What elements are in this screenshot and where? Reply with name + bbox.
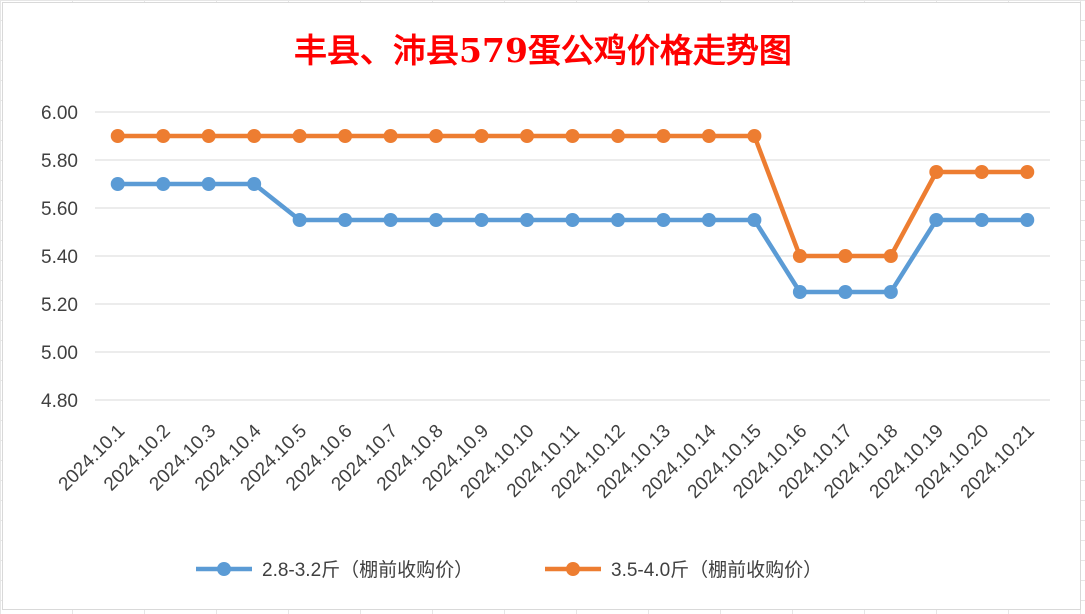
data-point[interactable] bbox=[838, 249, 853, 263]
series-line bbox=[115, 181, 1030, 295]
series-lines bbox=[110, 129, 1035, 299]
data-point[interactable] bbox=[201, 177, 216, 191]
data-point[interactable] bbox=[201, 129, 216, 143]
data-point[interactable] bbox=[656, 213, 671, 227]
data-point[interactable] bbox=[292, 129, 307, 143]
data-point[interactable] bbox=[1020, 165, 1035, 179]
y-tick-label: 5.80 bbox=[41, 151, 78, 172]
data-point[interactable] bbox=[520, 129, 535, 143]
legend-label: 3.5-4.0斤（棚前收购价） bbox=[611, 559, 822, 581]
data-point[interactable] bbox=[429, 213, 444, 227]
data-point[interactable] bbox=[883, 249, 898, 263]
data-point[interactable] bbox=[520, 213, 535, 227]
legend: 2.8-3.2斤（棚前收购价） 3.5-4.0斤（棚前收购价） bbox=[196, 559, 822, 581]
series-1 bbox=[110, 177, 1035, 299]
data-point[interactable] bbox=[747, 129, 762, 143]
y-tick-label: 5.00 bbox=[41, 343, 78, 364]
data-point[interactable] bbox=[792, 285, 807, 299]
legend-swatch-marker bbox=[566, 562, 580, 576]
data-point[interactable] bbox=[474, 129, 489, 143]
gridlines bbox=[95, 111, 1050, 401]
data-point[interactable] bbox=[1020, 213, 1035, 227]
data-point[interactable] bbox=[701, 213, 716, 227]
data-point[interactable] bbox=[383, 129, 398, 143]
data-point[interactable] bbox=[292, 213, 307, 227]
data-point[interactable] bbox=[610, 129, 625, 143]
y-tick-label: 5.20 bbox=[41, 295, 78, 316]
legend-item[interactable]: 3.5-4.0斤（棚前收购价） bbox=[545, 559, 822, 581]
chart-title: 丰县、沛县579蛋公鸡价格走势图 bbox=[294, 31, 792, 70]
data-point[interactable] bbox=[156, 129, 171, 143]
legend-item[interactable]: 2.8-3.2斤（棚前收购价） bbox=[196, 559, 473, 581]
data-point[interactable] bbox=[974, 165, 989, 179]
data-point[interactable] bbox=[565, 129, 580, 143]
data-point[interactable] bbox=[474, 213, 489, 227]
data-point[interactable] bbox=[883, 285, 898, 299]
data-point[interactable] bbox=[110, 177, 125, 191]
data-point[interactable] bbox=[156, 177, 171, 191]
data-point[interactable] bbox=[338, 213, 353, 227]
data-point[interactable] bbox=[974, 213, 989, 227]
data-point[interactable] bbox=[338, 129, 353, 143]
y-tick-label: 4.80 bbox=[41, 391, 78, 412]
legend-swatch-marker bbox=[217, 562, 231, 576]
x-axis-ticks: 2024.10.12024.10.22024.10.32024.10.42024… bbox=[55, 420, 1039, 502]
data-point[interactable] bbox=[429, 129, 444, 143]
data-point[interactable] bbox=[701, 129, 716, 143]
y-axis-ticks: 4.80 5.00 5.20 5.40 5.60 5.80 6.00 bbox=[41, 103, 78, 412]
data-point[interactable] bbox=[929, 213, 944, 227]
data-point[interactable] bbox=[610, 213, 625, 227]
data-point[interactable] bbox=[247, 129, 262, 143]
data-point[interactable] bbox=[747, 213, 762, 227]
data-point[interactable] bbox=[565, 213, 580, 227]
y-tick-label: 5.40 bbox=[41, 247, 78, 268]
data-point[interactable] bbox=[838, 285, 853, 299]
y-tick-label: 6.00 bbox=[41, 103, 78, 124]
legend-label: 2.8-3.2斤（棚前收购价） bbox=[262, 559, 473, 581]
y-tick-label: 5.60 bbox=[41, 199, 78, 220]
data-point[interactable] bbox=[247, 177, 262, 191]
data-point[interactable] bbox=[656, 129, 671, 143]
series-2 bbox=[110, 129, 1035, 263]
series-line bbox=[115, 133, 1030, 259]
data-point[interactable] bbox=[110, 129, 125, 143]
data-point[interactable] bbox=[929, 165, 944, 179]
data-point[interactable] bbox=[383, 213, 398, 227]
data-point[interactable] bbox=[792, 249, 807, 263]
